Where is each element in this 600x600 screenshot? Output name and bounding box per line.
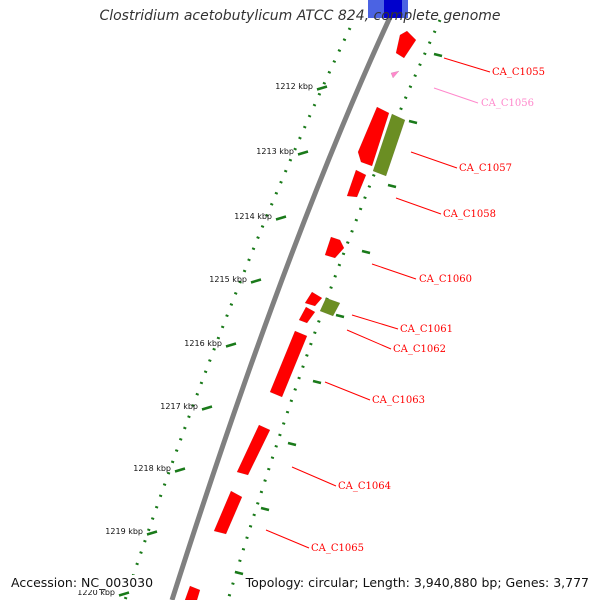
gene-leader-line <box>443 57 491 73</box>
gene-label: CA_C1055 <box>492 67 545 78</box>
gene-label: CA_C1062 <box>393 344 446 355</box>
gene-arrow <box>184 585 201 600</box>
gene-arrow <box>357 106 390 167</box>
gene-arrow <box>390 70 400 79</box>
outer-tick-mark <box>312 379 322 385</box>
gene-arrow <box>304 291 323 307</box>
outer-tick-mark <box>433 52 443 58</box>
gene-leader-line <box>346 329 392 350</box>
gene-label: CA_C1063 <box>372 395 425 406</box>
gene-arrow <box>346 169 367 198</box>
outer-tick-mark <box>287 441 297 447</box>
gene-label: CA_C1065 <box>311 543 364 554</box>
tick-mark <box>250 278 262 284</box>
tick-mark <box>225 342 237 348</box>
gene-label: CA_C1057 <box>459 163 512 174</box>
gene-leader-line <box>371 263 417 280</box>
accession-text: Accession: NC_003030 <box>9 575 156 590</box>
gene-leader-line <box>395 197 442 215</box>
map-title: Clostridium acetobutylicum ATCC 824, com… <box>99 8 501 24</box>
gene-arrow <box>269 330 308 398</box>
gene-leader-line <box>291 466 337 487</box>
tick-label: 1220 kbp <box>77 588 115 597</box>
tick-mark <box>297 150 309 156</box>
gene-arrow <box>213 490 243 535</box>
tick-label: 1218 kbp <box>133 464 171 473</box>
backbone-ring <box>169 0 401 600</box>
tick-mark <box>146 530 158 536</box>
tick-label: 1215 kbp <box>209 275 247 284</box>
gene-arrow <box>236 424 271 476</box>
gene-arrow <box>319 297 341 317</box>
gene-label: CA_C1061 <box>400 324 453 335</box>
tick-label: 1217 kbp <box>160 402 198 411</box>
gene-arrow <box>372 113 406 177</box>
outer-tick-mark <box>387 183 397 189</box>
tick-mark <box>316 85 328 91</box>
tick-mark <box>174 467 186 473</box>
outer-tick-mark <box>234 570 244 576</box>
gene-leader-line <box>433 87 479 104</box>
tick-label: 1212 kbp <box>275 82 313 91</box>
tick-label: 1216 kbp <box>184 339 222 348</box>
gene-leader-line <box>410 151 458 169</box>
gene-arrow <box>395 30 417 59</box>
tick-mark <box>201 405 213 411</box>
gene-block-blue-dark <box>384 0 402 18</box>
outer-tick-mark <box>260 506 270 512</box>
tick-mark <box>118 591 130 597</box>
gene-label: CA_C1064 <box>338 481 391 492</box>
genome-summary-text: Topology: circular; Length: 3,940,880 bp… <box>243 575 591 590</box>
outer-tick-mark <box>361 249 371 255</box>
outer-tick-mark <box>408 119 418 125</box>
tick-label: 1219 kbp <box>105 527 143 536</box>
tick-label: 1214 kbp <box>234 212 272 221</box>
gene-arrow <box>298 306 316 324</box>
gene-leader-line <box>265 529 310 549</box>
gene-label: CA_C1060 <box>419 274 472 285</box>
tick-label: 1213 kbp <box>256 147 294 156</box>
gene-leader-line <box>351 314 399 330</box>
gene-arrow <box>324 236 345 259</box>
inner-dotted-ring <box>123 27 352 600</box>
gene-label: CA_C1058 <box>443 209 496 220</box>
gene-leader-line <box>324 381 371 401</box>
outer-tick-mark <box>335 313 345 319</box>
tick-mark <box>275 215 287 221</box>
gene-label: CA_C1056 <box>481 98 534 109</box>
